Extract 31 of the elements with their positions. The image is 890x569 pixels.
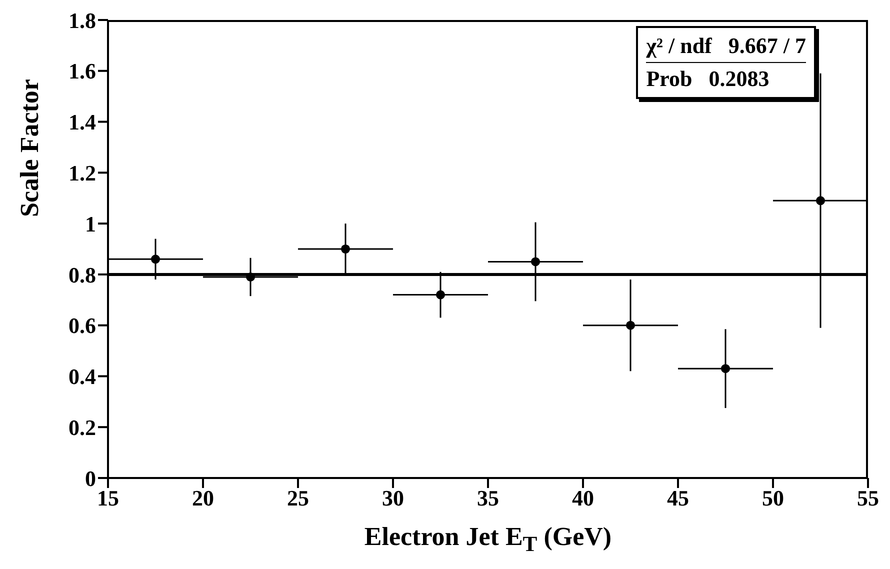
x-tick-label: 20 <box>192 486 214 511</box>
annotation: Prob 0.2083 <box>646 62 806 95</box>
x-tick-label: 35 <box>477 486 499 511</box>
y-tick-label: 0.2 <box>68 414 96 440</box>
y-tick-label: 1.6 <box>68 58 96 84</box>
point <box>246 272 256 282</box>
x-tick-label: 15 <box>97 486 119 511</box>
y-axis-title: Scale Factor <box>15 79 45 217</box>
x-tick-label: 45 <box>667 486 689 511</box>
y-tick-label: 0.8 <box>68 262 96 288</box>
y-tick-label: 1.4 <box>68 110 96 135</box>
x-tick-label: 55 <box>857 486 879 511</box>
y-tick-label: 1 <box>85 211 96 236</box>
point <box>436 290 446 300</box>
y-tick-label: 0.4 <box>68 364 96 390</box>
point <box>816 196 826 206</box>
x-tick-label: 30 <box>382 486 404 511</box>
x-tick-label: 25 <box>287 486 309 511</box>
y-tick-label: 1.8 <box>68 8 96 33</box>
x-tick-label: 40 <box>572 486 594 511</box>
point <box>626 320 636 330</box>
point <box>530 257 540 266</box>
point <box>720 364 730 374</box>
x-axis-title: Electron Jet E$_{T}$ (GeV) <box>363 522 613 557</box>
point <box>150 254 160 264</box>
y-tick-label: 0 <box>85 466 96 491</box>
y-tick-label: 1.2 <box>68 160 96 186</box>
x-tick-label: 50 <box>762 486 784 511</box>
annotation: χ² / ndf 9.667 / 7 <box>646 32 806 60</box>
point <box>340 244 350 254</box>
y-tick-label: 0.6 <box>68 313 96 338</box>
